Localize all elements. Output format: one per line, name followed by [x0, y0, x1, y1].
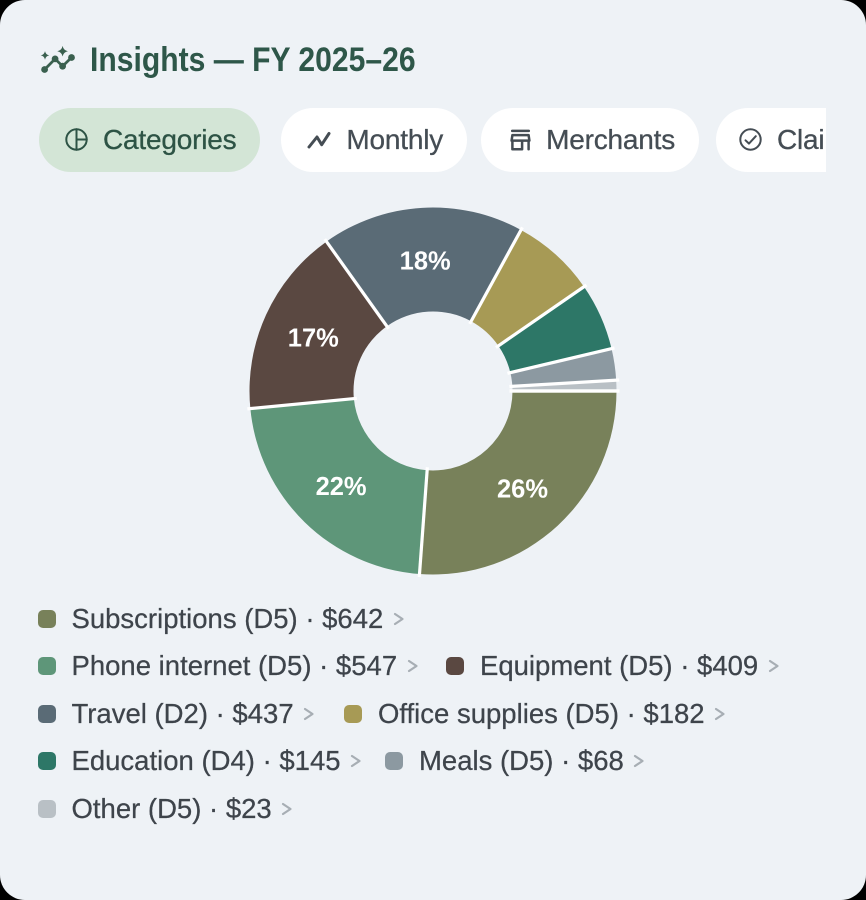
svg-text:26%: 26%: [497, 475, 548, 503]
svg-text:22%: 22%: [316, 473, 367, 501]
svg-text:18%: 18%: [400, 248, 451, 276]
svg-text:17%: 17%: [288, 324, 339, 352]
